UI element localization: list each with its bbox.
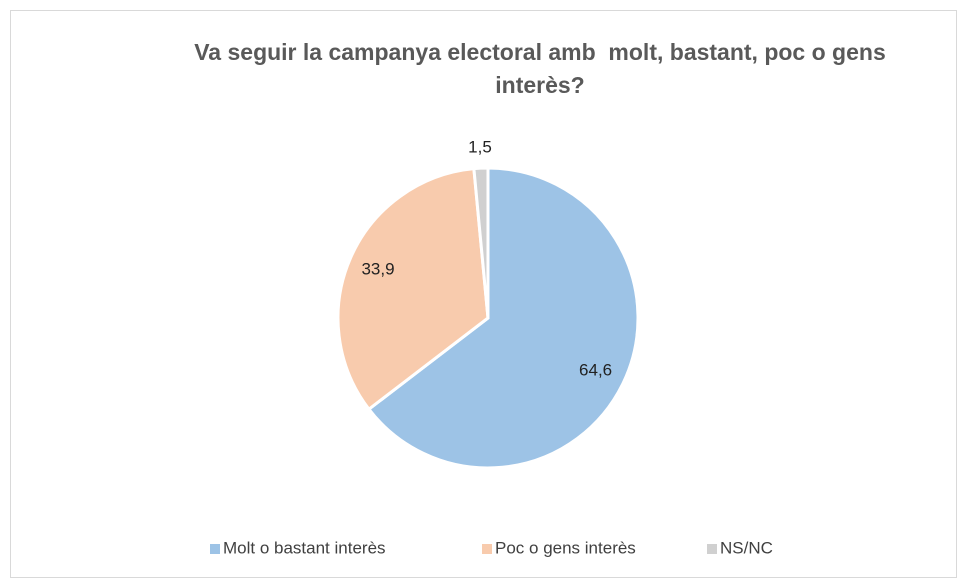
pie-slice: [472, 166, 490, 319]
legend-label: NS/NC: [720, 538, 773, 557]
chart-title: Va seguir la campanya electoral amb molt…: [194, 39, 893, 98]
data-label: 33,9: [361, 259, 394, 278]
legend-swatch: [707, 544, 717, 554]
pie-slice: [336, 167, 490, 412]
legend-swatch: [210, 544, 220, 554]
data-label: 1,5: [468, 138, 492, 157]
data-label: 64,6: [579, 361, 612, 380]
legend-label: Poc o gens interès: [495, 538, 636, 557]
pie-slice: [366, 166, 640, 470]
legend-label: Molt o bastant interès: [223, 538, 386, 557]
legend-swatch: [482, 544, 492, 554]
